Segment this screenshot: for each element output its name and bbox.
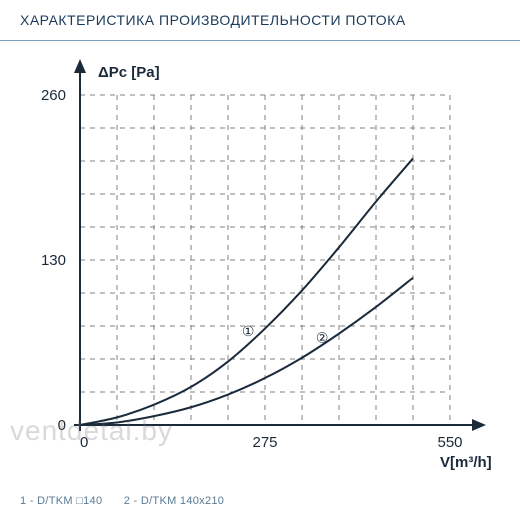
svg-text:①: ① — [242, 323, 255, 339]
svg-text:②: ② — [316, 330, 329, 346]
svg-text:0: 0 — [80, 434, 88, 451]
svg-text:ΔPc [Pa]: ΔPc [Pa] — [98, 64, 160, 81]
title-rule — [0, 40, 520, 41]
chart-title: ХАРАКТЕРИСТИКА ПРОИЗВОДИТЕЛЬНОСТИ ПОТОКА — [20, 12, 406, 28]
svg-text:260: 260 — [41, 87, 66, 104]
legend-item-1: 1 - D/TKM □140 — [20, 495, 102, 507]
legend-item-2: 2 - D/TKM 140x210 — [124, 495, 224, 507]
svg-text:275: 275 — [252, 434, 277, 451]
page: ХАРАКТЕРИСТИКА ПРОИЗВОДИТЕЛЬНОСТИ ПОТОКА… — [0, 0, 520, 526]
chart-legend: 1 - D/TKM □140 2 - D/TKM 140x210 — [20, 495, 242, 507]
svg-text:550: 550 — [437, 434, 462, 451]
svg-text:130: 130 — [41, 252, 66, 269]
flow-performance-chart: 0 130 260 0 275 550 ΔPc [Pa] V[m³/h] ① ② — [0, 55, 520, 485]
svg-text:V[m³/h]: V[m³/h] — [440, 454, 492, 471]
svg-text:0: 0 — [58, 417, 66, 434]
